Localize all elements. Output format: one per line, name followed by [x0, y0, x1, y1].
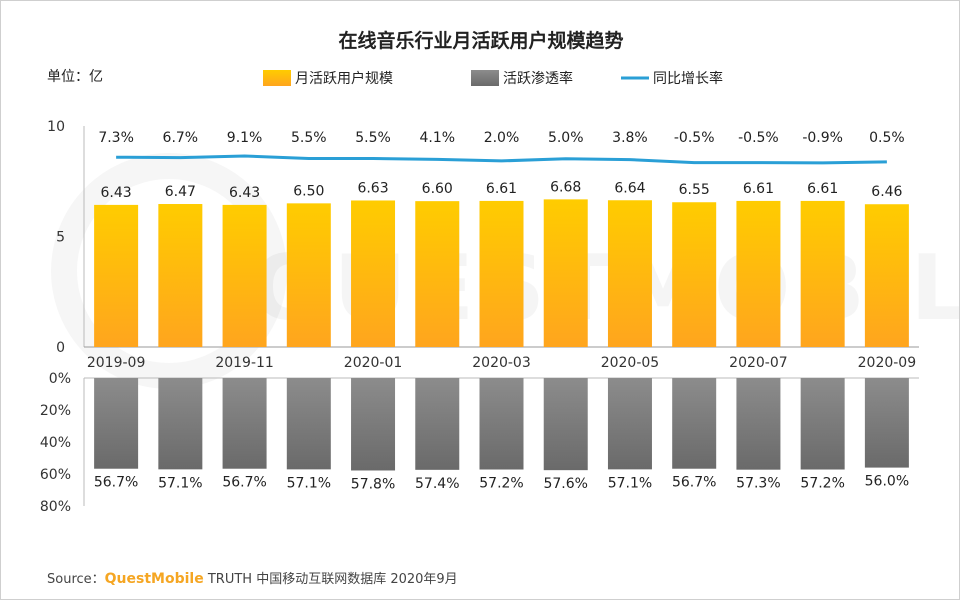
- lower-y-tick-label: 40%: [40, 435, 71, 451]
- lower-y-tick-label: 60%: [40, 467, 71, 483]
- legend-label-growth: 同比增长率: [653, 70, 723, 87]
- unit-label: 单位：亿: [47, 69, 103, 85]
- lower-y-tick-label: 0%: [49, 371, 71, 387]
- growth-label: 4.1%: [419, 130, 455, 146]
- source-rest: TRUTH 中国移动互联网数据库 2020年9月: [204, 571, 458, 587]
- penetration-bar: [672, 378, 717, 469]
- growth-label: 5.0%: [548, 130, 584, 146]
- lower-y-tick-label: 80%: [40, 499, 71, 515]
- growth-label: 5.5%: [291, 130, 327, 146]
- mau-bar-label: 6.61: [486, 181, 517, 197]
- mau-bar: [222, 204, 267, 347]
- penetration-bar: [222, 378, 267, 469]
- penetration-bar-label: 57.6%: [543, 476, 587, 492]
- legend-label-penetration: 活跃渗透率: [503, 70, 573, 87]
- penetration-bar-label: 56.7%: [672, 475, 716, 491]
- mau-bar-label: 6.61: [743, 181, 774, 197]
- penetration-bar: [607, 378, 652, 470]
- x-tick-label: 2019-09: [87, 355, 146, 371]
- penetration-bar-label: 56.7%: [94, 475, 138, 491]
- mau-bar-label: 6.43: [229, 185, 260, 201]
- growth-label: -0.9%: [802, 130, 843, 146]
- mau-bar: [94, 204, 139, 347]
- penetration-bar: [415, 378, 460, 470]
- mau-bar-label: 6.50: [293, 183, 324, 199]
- penetration-bar: [286, 378, 331, 470]
- x-tick-label: 2020-05: [601, 355, 660, 371]
- growth-line: [116, 154, 887, 165]
- penetration-bar: [351, 378, 396, 471]
- x-tick-label: 2020-01: [344, 355, 403, 371]
- growth-label: 2.0%: [484, 130, 520, 146]
- mau-bar-label: 6.43: [101, 185, 132, 201]
- growth-label: 5.5%: [355, 130, 391, 146]
- mau-bar: [607, 200, 652, 347]
- penetration-bar: [158, 378, 203, 470]
- growth-label: 9.1%: [227, 130, 263, 146]
- mau-bar-label: 6.60: [422, 181, 453, 197]
- penetration-bar: [800, 378, 845, 470]
- mau-bar-label: 6.46: [871, 184, 902, 200]
- source-line: Source：QuestMobile TRUTH 中国移动互联网数据库 2020…: [47, 571, 458, 587]
- penetration-bar-label: 57.2%: [479, 476, 523, 492]
- penetration-bar: [94, 378, 139, 469]
- mau-bar: [351, 200, 396, 347]
- growth-label: 6.7%: [163, 130, 199, 146]
- growth-label: 3.8%: [612, 130, 648, 146]
- penetration-bar-label: 57.4%: [415, 476, 459, 492]
- growth-label: -0.5%: [738, 130, 779, 146]
- mau-bar: [672, 202, 717, 347]
- mau-bar-label: 6.64: [614, 180, 645, 196]
- legend-swatch-mau: [263, 70, 291, 86]
- x-tick-label: 2020-09: [858, 355, 917, 371]
- penetration-bar-label: 57.1%: [158, 475, 202, 491]
- penetration-bar-label: 57.1%: [287, 475, 331, 491]
- penetration-bar-label: 56.0%: [865, 474, 909, 490]
- mau-bar: [286, 203, 331, 347]
- penetration-bar: [864, 378, 909, 468]
- lower-y-tick-label: 20%: [40, 403, 71, 419]
- penetration-bar-label: 57.8%: [351, 476, 395, 492]
- penetration-bar: [479, 378, 524, 470]
- upper-y-tick-label: 10: [47, 119, 65, 135]
- chart-title: 在线音乐行业月活跃用户规模趋势: [338, 29, 623, 52]
- growth-label: 0.5%: [869, 130, 905, 146]
- mau-bar: [864, 204, 909, 347]
- penetration-bar-label: 57.3%: [736, 476, 780, 492]
- x-tick-label: 2019-11: [215, 355, 274, 371]
- legend: 月活跃用户规模 活跃渗透率 同比增长率: [263, 70, 723, 87]
- mau-bar: [736, 200, 781, 347]
- x-tick-label: 2020-07: [729, 355, 788, 371]
- source-brand: QuestMobile: [105, 571, 204, 587]
- mau-bar: [479, 200, 524, 347]
- x-tick-label: 2020-03: [472, 355, 531, 371]
- source-prefix: Source：: [47, 572, 105, 587]
- mau-bar: [543, 199, 588, 347]
- growth-label: 7.3%: [98, 130, 134, 146]
- upper-y-tick-label: 5: [56, 230, 65, 246]
- mau-bar-label: 6.61: [807, 181, 838, 197]
- legend-label-mau: 月活跃用户规模: [295, 70, 393, 87]
- mau-bar-label: 6.55: [679, 182, 710, 198]
- legend-swatch-penetration: [471, 70, 499, 86]
- growth-label: -0.5%: [674, 130, 715, 146]
- penetration-bar-label: 57.2%: [800, 476, 844, 492]
- mau-bar: [158, 204, 203, 347]
- mau-bar-label: 6.68: [550, 179, 581, 195]
- mau-bar-label: 6.47: [165, 184, 196, 200]
- penetration-bar-label: 56.7%: [222, 475, 266, 491]
- mau-bar: [800, 200, 845, 347]
- mau-bar-label: 6.63: [357, 180, 388, 196]
- penetration-bar: [543, 378, 588, 471]
- mau-bar: [415, 201, 460, 347]
- penetration-bar-label: 57.1%: [608, 475, 652, 491]
- upper-y-tick-label: 0: [56, 340, 65, 356]
- penetration-bar: [736, 378, 781, 470]
